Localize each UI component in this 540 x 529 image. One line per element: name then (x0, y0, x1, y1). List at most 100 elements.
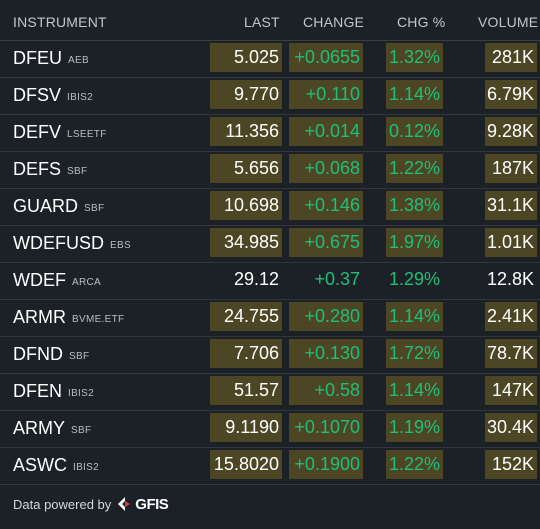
volume-cell: 31.1K (485, 191, 537, 220)
last-price-cell: 51.57 (210, 376, 282, 405)
change-cell: +0.130 (289, 339, 363, 368)
header-instrument[interactable]: INSTRUMENT (13, 14, 107, 30)
instrument-cell[interactable]: ASWC IBIS2 (13, 455, 99, 476)
exchange-label: SBF (84, 203, 105, 214)
last-price-cell: 29.12 (233, 269, 279, 289)
header-chg-pct[interactable]: CHG % (397, 14, 446, 30)
instrument-symbol[interactable]: DFEN (13, 381, 62, 401)
instrument-cell[interactable]: WDEFUSD EBS (13, 233, 131, 254)
change-percent-cell: 1.22% (386, 450, 443, 479)
instrument-symbol[interactable]: DFEU (13, 48, 62, 68)
last-price-cell: 5.656 (210, 154, 282, 183)
instrument-symbol[interactable]: DEFS (13, 159, 62, 179)
volume-cell: 147K (485, 376, 537, 405)
change-cell: +0.58 (289, 376, 363, 405)
instrument-cell[interactable]: DFEU AEB (13, 48, 89, 69)
exchange-label: ARCA (72, 277, 101, 288)
gfis-logo-text: GFIS (135, 495, 169, 513)
instrument-cell[interactable]: DEFS SBF (13, 159, 87, 180)
last-price-cell: 7.706 (210, 339, 282, 368)
last-price-cell: 9.1190 (210, 413, 282, 442)
table-row[interactable]: DFND SBF 7.706 +0.130 1.72% 78.7K (0, 336, 540, 374)
change-cell: +0.280 (289, 302, 363, 331)
instrument-cell[interactable]: ARMY SBF (13, 418, 91, 439)
gfis-logo[interactable]: GFIS (117, 495, 169, 513)
change-percent-cell: 1.14% (386, 376, 443, 405)
table-row[interactable]: DFEN IBIS2 51.57 +0.58 1.14% 147K (0, 373, 540, 411)
table-row[interactable]: DEFS SBF 5.656 +0.068 1.22% 187K (0, 151, 540, 189)
exchange-label: IBIS2 (67, 92, 93, 103)
volume-cell: 152K (485, 450, 537, 479)
change-percent-cell: 0.12% (386, 117, 443, 146)
instrument-cell[interactable]: ARMR BVME.ETF (13, 307, 124, 328)
change-percent-cell: 1.14% (386, 302, 443, 331)
change-percent-cell: 1.38% (386, 191, 443, 220)
header-last[interactable]: LAST (244, 14, 280, 30)
instrument-symbol[interactable]: ARMR (13, 307, 66, 327)
table-row[interactable]: DEFV LSEETF 11.356 +0.014 0.12% 9.28K (0, 114, 540, 152)
change-cell: +0.146 (289, 191, 363, 220)
gfis-logo-icon (118, 497, 131, 511)
volume-cell: 30.4K (485, 413, 537, 442)
instrument-symbol[interactable]: DFND (13, 344, 63, 364)
last-price-cell: 34.985 (210, 228, 282, 257)
table-row[interactable]: GUARD SBF 10.698 +0.146 1.38% 31.1K (0, 188, 540, 226)
change-cell: +0.37 (314, 269, 360, 289)
last-price-cell: 5.025 (210, 43, 282, 72)
instrument-cell[interactable]: GUARD SBF (13, 196, 104, 217)
change-cell: +0.0655 (289, 43, 363, 72)
change-percent-cell: 1.32% (386, 43, 443, 72)
volume-cell: 12.8K (486, 269, 534, 289)
change-percent-cell: 1.97% (386, 228, 443, 257)
exchange-label: SBF (71, 425, 92, 436)
exchange-label: AEB (68, 55, 89, 66)
last-price-cell: 9.770 (210, 80, 282, 109)
instrument-symbol[interactable]: GUARD (13, 196, 79, 216)
volume-cell: 1.01K (485, 228, 537, 257)
table-row[interactable]: DFSV IBIS2 9.770 +0.110 1.14% 6.79K (0, 77, 540, 115)
volume-cell: 2.41K (485, 302, 537, 331)
instrument-cell[interactable]: WDEF ARCA (13, 270, 101, 291)
table-row[interactable]: DFEU AEB 5.025 +0.0655 1.32% 281K (0, 40, 540, 78)
change-cell: +0.1900 (289, 450, 363, 479)
instrument-symbol[interactable]: WDEFUSD (13, 233, 104, 253)
footer-text: Data powered by (13, 496, 112, 512)
header-change[interactable]: CHANGE (303, 14, 365, 30)
change-percent-cell: 1.14% (386, 80, 443, 109)
exchange-label: IBIS2 (73, 462, 99, 473)
exchange-label: EBS (110, 240, 131, 251)
last-price-cell: 15.8020 (210, 450, 282, 479)
exchange-label: SBF (69, 351, 90, 362)
volume-cell: 9.28K (485, 117, 537, 146)
exchange-label: SBF (67, 166, 88, 177)
table-header: INSTRUMENT LAST CHANGE CHG % VOLUME (0, 0, 540, 41)
volume-cell: 187K (485, 154, 537, 183)
change-percent-cell: 1.22% (386, 154, 443, 183)
table-row[interactable]: ARMY SBF 9.1190 +0.1070 1.19% 30.4K (0, 410, 540, 448)
instrument-symbol[interactable]: DEFV (13, 122, 62, 142)
footer: Data powered by GFIS (13, 494, 169, 514)
instrument-symbol[interactable]: DFSV (13, 85, 62, 105)
exchange-label: BVME.ETF (72, 314, 125, 325)
table-row[interactable]: WDEF ARCA 29.12 +0.37 1.29% 12.8K (0, 262, 540, 300)
instrument-cell[interactable]: DFEN IBIS2 (13, 381, 94, 402)
instrument-symbol[interactable]: ARMY (13, 418, 66, 438)
change-cell: +0.068 (289, 154, 363, 183)
table-row[interactable]: WDEFUSD EBS 34.985 +0.675 1.97% 1.01K (0, 225, 540, 263)
change-percent-cell: 1.29% (388, 269, 440, 289)
instrument-symbol[interactable]: WDEF (13, 270, 66, 290)
instrument-cell[interactable]: DEFV LSEETF (13, 122, 107, 143)
last-price-cell: 10.698 (210, 191, 282, 220)
change-cell: +0.675 (289, 228, 363, 257)
change-percent-cell: 1.19% (386, 413, 443, 442)
volume-cell: 6.79K (485, 80, 537, 109)
table-row[interactable]: ARMR BVME.ETF 24.755 +0.280 1.14% 2.41K (0, 299, 540, 337)
instrument-cell[interactable]: DFSV IBIS2 (13, 85, 93, 106)
instrument-symbol[interactable]: ASWC (13, 455, 67, 475)
exchange-label: IBIS2 (68, 388, 94, 399)
header-volume[interactable]: VOLUME (478, 14, 539, 30)
instrument-cell[interactable]: DFND SBF (13, 344, 89, 365)
table-row[interactable]: ASWC IBIS2 15.8020 +0.1900 1.22% 152K (0, 447, 540, 485)
volume-cell: 78.7K (485, 339, 537, 368)
